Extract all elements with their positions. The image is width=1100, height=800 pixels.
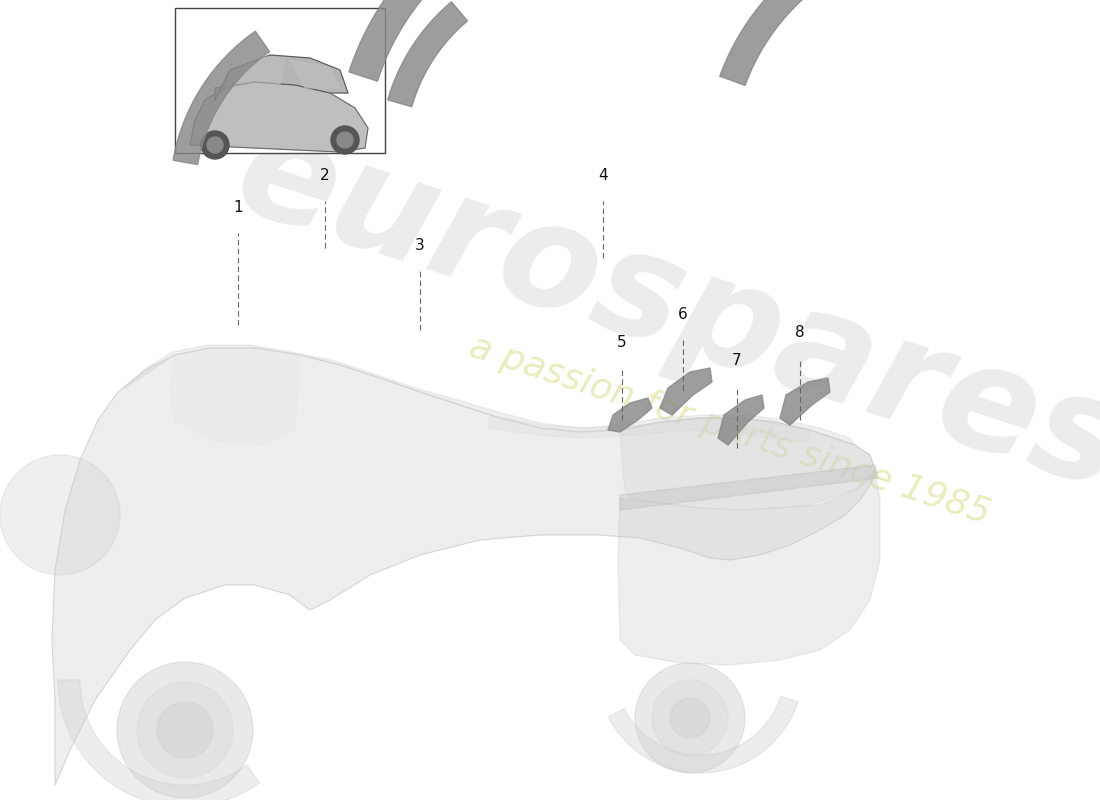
Polygon shape — [718, 395, 764, 445]
Circle shape — [201, 131, 229, 159]
Polygon shape — [290, 60, 340, 88]
Polygon shape — [214, 55, 348, 100]
Polygon shape — [620, 465, 878, 510]
Polygon shape — [125, 345, 855, 445]
Text: 2: 2 — [320, 168, 330, 183]
Bar — [175, 8, 385, 153]
Circle shape — [652, 680, 728, 756]
Circle shape — [635, 663, 745, 773]
Polygon shape — [387, 2, 468, 106]
Polygon shape — [620, 418, 875, 510]
Polygon shape — [488, 415, 810, 442]
Polygon shape — [608, 398, 652, 432]
Polygon shape — [58, 680, 260, 800]
Text: 1: 1 — [233, 200, 243, 215]
Polygon shape — [660, 368, 712, 415]
Text: 5: 5 — [617, 335, 627, 350]
Text: 3: 3 — [415, 238, 425, 253]
Text: 4: 4 — [598, 168, 608, 183]
Circle shape — [117, 662, 253, 798]
Circle shape — [0, 455, 120, 575]
Polygon shape — [170, 348, 300, 445]
Polygon shape — [173, 31, 270, 165]
Circle shape — [138, 682, 233, 778]
Text: 8: 8 — [795, 325, 805, 340]
Polygon shape — [52, 348, 874, 785]
Polygon shape — [618, 470, 880, 665]
Circle shape — [670, 698, 710, 738]
Text: 7: 7 — [733, 353, 741, 368]
Circle shape — [331, 126, 359, 154]
Polygon shape — [780, 378, 830, 425]
Circle shape — [337, 132, 353, 148]
Polygon shape — [226, 57, 285, 88]
Polygon shape — [608, 696, 798, 773]
Text: a passion for parts since 1985: a passion for parts since 1985 — [465, 330, 994, 530]
Polygon shape — [349, 0, 525, 82]
Circle shape — [207, 137, 223, 153]
Polygon shape — [190, 82, 368, 152]
Text: eurospares: eurospares — [220, 101, 1100, 519]
Circle shape — [157, 702, 213, 758]
Text: 6: 6 — [678, 307, 688, 322]
Polygon shape — [719, 0, 804, 86]
